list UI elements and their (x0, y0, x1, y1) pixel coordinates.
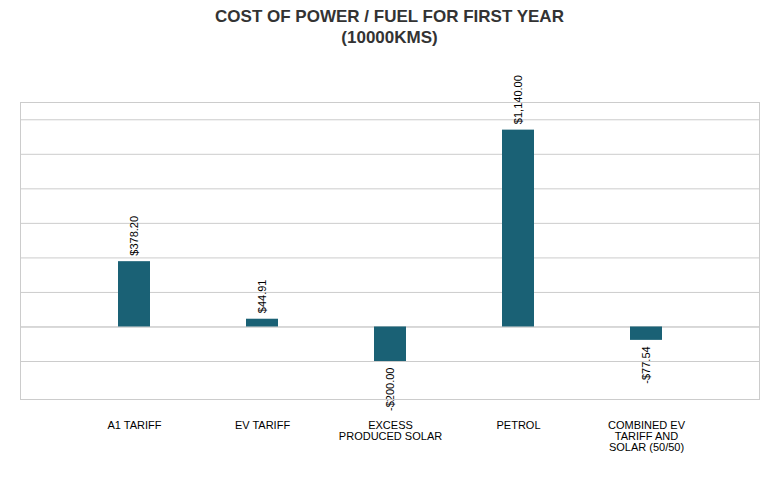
svg-text:A1 TARIFF: A1 TARIFF (108, 419, 162, 431)
svg-text:$1,140.00: $1,140.00 (512, 75, 524, 124)
svg-text:$378.20: $378.20 (128, 216, 140, 256)
html-text:COST OF POWER / FUEL FOR FIRST: COST OF POWER / FUEL FOR FIRST YEAR (100… (215, 7, 564, 47)
svg-text:COMBINED EVTARIFF ANDSOLAR (50: COMBINED EVTARIFF ANDSOLAR (50/50) (608, 419, 686, 453)
svg-text:EXCESSPRODUCED SOLAR: EXCESSPRODUCED SOLAR (339, 419, 442, 442)
svg-text:PETROL: PETROL (496, 419, 540, 431)
svg-text:EV TARIFF: EV TARIFF (235, 419, 290, 431)
svg-text:-$200.00: -$200.00 (384, 368, 396, 411)
svg-text:$44.91: $44.91 (256, 280, 268, 314)
svg-text:-$77.54: -$77.54 (640, 346, 652, 383)
